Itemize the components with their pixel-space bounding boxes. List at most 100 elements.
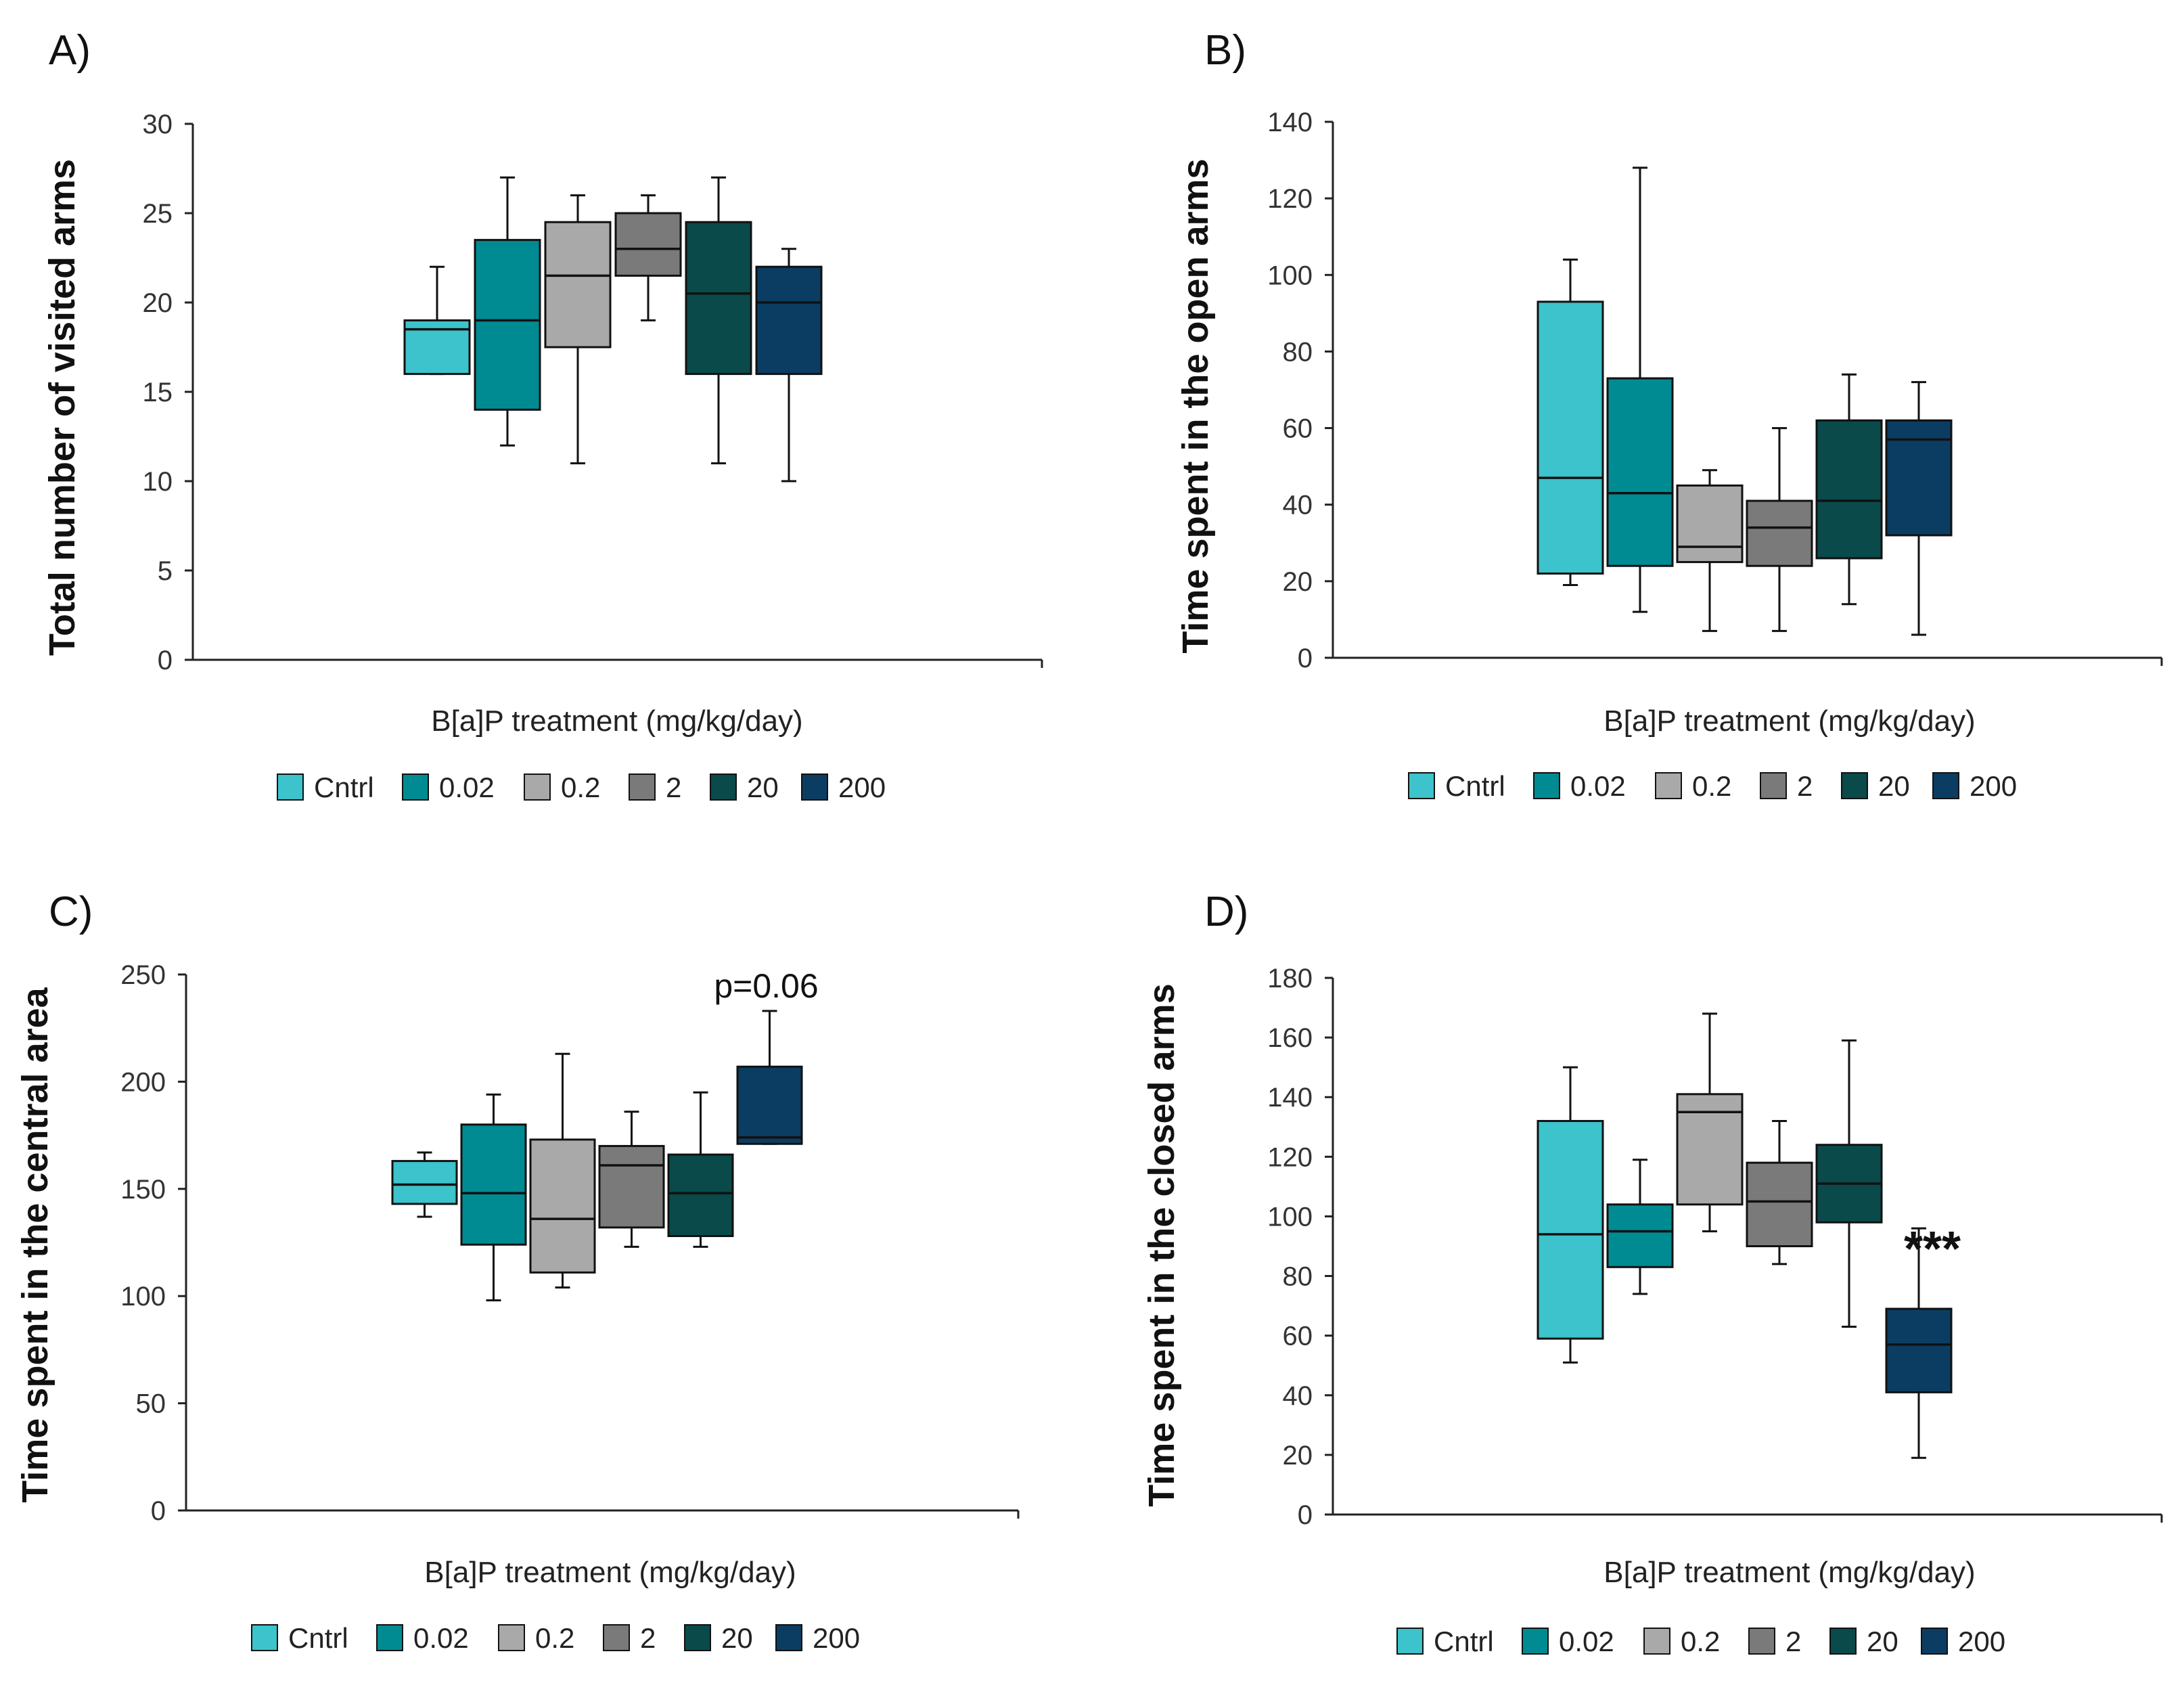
- y-tick-label: 150: [120, 1175, 166, 1205]
- box-20: [685, 176, 752, 465]
- y-tick-label: 140: [1267, 108, 1313, 137]
- box-body: [474, 239, 541, 411]
- box-body: [1746, 499, 1813, 567]
- legend-label: 20: [1878, 770, 1910, 802]
- legend-swatch-Cntrl: [251, 1624, 278, 1651]
- legend-label: Cntrl: [1434, 1626, 1494, 1657]
- box-body: [1606, 377, 1674, 567]
- box-Cntrl: [391, 1151, 458, 1218]
- box-20: [667, 1091, 734, 1248]
- legend-swatch-Cntrl: [1408, 772, 1435, 799]
- box-body: [1676, 1093, 1744, 1206]
- y-tick-label: 80: [1283, 1262, 1313, 1292]
- legend-label: 0.02: [1559, 1626, 1614, 1657]
- box-body: [529, 1138, 596, 1274]
- panel-A: A) Total number of visited arms 0 5 10 15 20 25…: [42, 27, 1043, 803]
- y-tick-label: 250: [120, 960, 166, 990]
- y-tick-label: 200: [120, 1067, 166, 1097]
- box-0.02: [460, 1093, 527, 1302]
- box-body: [1885, 1307, 1953, 1393]
- y-tick-label: 0: [151, 1496, 166, 1526]
- box-200: [755, 248, 823, 483]
- box-body: [1885, 419, 1953, 537]
- legend-swatch-0.2: [498, 1624, 525, 1651]
- y-tick-label: 20: [143, 288, 173, 318]
- legend-label: 0.2: [1681, 1626, 1720, 1657]
- y-tick-label: 120: [1267, 184, 1313, 214]
- legend-label: 2: [666, 771, 681, 803]
- legend: Cntrl 0.02 0.2 2 20 200: [251, 1622, 860, 1654]
- y-tick-label: 20: [1283, 567, 1313, 597]
- legend-label: 200: [1958, 1626, 2005, 1657]
- box-body: [460, 1123, 527, 1246]
- y-tick-label: 0: [1298, 644, 1313, 673]
- box-body: [736, 1065, 803, 1145]
- box-20: [1815, 373, 1883, 606]
- y-tick-label: 180: [1267, 964, 1313, 993]
- box-200: [736, 1010, 803, 1145]
- box-body: [667, 1153, 734, 1237]
- legend-swatch-0.02: [1522, 1628, 1549, 1655]
- box-200: [1885, 1227, 1953, 1459]
- y-tick-label: 100: [1267, 1202, 1313, 1232]
- y-tick-label: 120: [1267, 1142, 1313, 1172]
- y-tick-label: 140: [1267, 1083, 1313, 1113]
- box-0.2: [1676, 1012, 1744, 1232]
- legend-label: 0.2: [535, 1622, 574, 1654]
- y-axis-label: Time spent in the open arms: [1175, 158, 1216, 653]
- box-0.02: [1606, 1159, 1674, 1295]
- y-tick-label: 40: [1283, 1381, 1313, 1411]
- legend-swatch-0.2: [1643, 1628, 1670, 1655]
- legend-swatch-20: [684, 1624, 711, 1651]
- box-body: [598, 1144, 665, 1229]
- legend-swatch-2: [1760, 772, 1787, 799]
- y-tick-label: 60: [1283, 414, 1313, 444]
- legend-swatch-20: [1841, 772, 1868, 799]
- panel-C: C) Time spent in the central area 0 50 100 15…: [15, 889, 1020, 1654]
- y-tick-label: 100: [120, 1282, 166, 1312]
- legend-swatch-Cntrl: [1396, 1628, 1424, 1655]
- p-value-annotation: p=0.06: [714, 967, 818, 1005]
- legend-label: 20: [721, 1622, 753, 1654]
- box-2: [1746, 427, 1813, 632]
- significance-annotation: ***: [1904, 1222, 1961, 1276]
- x-axis-label: B[a]P treatment (mg/kg/day): [1603, 1556, 1975, 1589]
- y-tick-label: 60: [1283, 1322, 1313, 1351]
- y-axis-label: Total number of visited arms: [42, 159, 83, 656]
- legend-label: Cntrl: [314, 771, 374, 803]
- legend-swatch-200: [775, 1624, 802, 1651]
- box-body: [1815, 419, 1883, 560]
- box-body: [614, 212, 682, 277]
- legend-swatch-0.02: [402, 774, 429, 801]
- legend-label: 0.02: [1570, 770, 1626, 802]
- y-axis-label: Time spent in the closed arms: [1141, 983, 1182, 1506]
- legend-swatch-200: [801, 774, 828, 801]
- legend-label: 0.2: [1692, 770, 1731, 802]
- y-tick-label: 40: [1283, 491, 1313, 520]
- legend: Cntrl 0.02 0.2 2 20 200: [277, 771, 886, 803]
- panel-B: B) Time spent in the open arms 0 20 40 60 80 10…: [1175, 27, 2163, 802]
- box-body: [685, 221, 752, 376]
- legend-label: 20: [747, 771, 779, 803]
- y-tick-label: 15: [143, 378, 173, 407]
- box-body: [1537, 1119, 1604, 1340]
- y-tick-label: 80: [1283, 337, 1313, 367]
- legend: Cntrl 0.02 0.2 2 20 200: [1396, 1626, 2005, 1657]
- legend-swatch-0.02: [1533, 772, 1560, 799]
- box-body: [544, 221, 612, 349]
- box-0.2: [529, 1052, 596, 1289]
- x-axis-label: B[a]P treatment (mg/kg/day): [1603, 704, 1975, 738]
- box-0.02: [1606, 166, 1674, 613]
- box-body: [391, 1160, 458, 1205]
- legend-label: Cntrl: [1445, 770, 1505, 802]
- y-tick-label: 0: [1298, 1500, 1313, 1530]
- box-body: [1537, 300, 1604, 575]
- box-2: [614, 194, 682, 321]
- legend-label: 2: [1797, 770, 1813, 802]
- box-Cntrl: [1537, 1066, 1604, 1364]
- legend-swatch-20: [710, 774, 737, 801]
- legend-swatch-2: [629, 774, 656, 801]
- y-tick-label: 30: [143, 110, 173, 139]
- x-axis-label: B[a]P treatment (mg/kg/day): [424, 1556, 796, 1589]
